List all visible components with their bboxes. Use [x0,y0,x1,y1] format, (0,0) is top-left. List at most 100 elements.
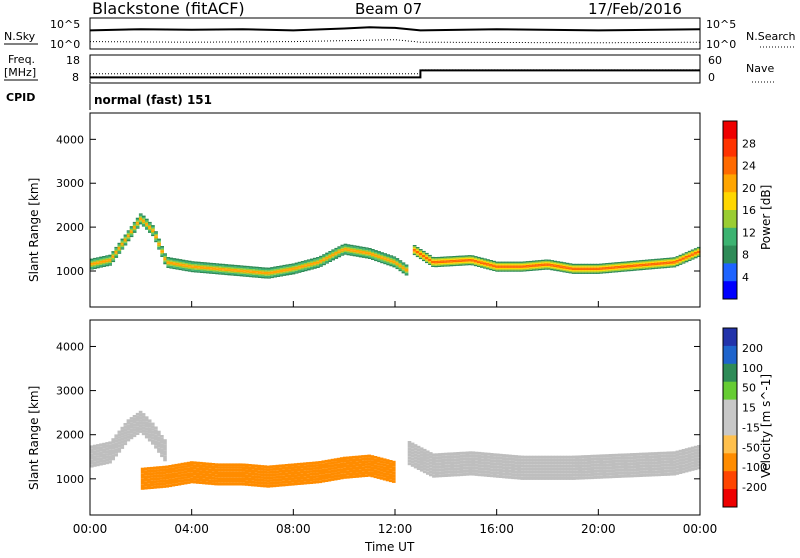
heatmap-cell-1 [495,267,499,270]
heatmap-cell-1 [477,264,481,266]
heatmap-cell-1 [574,271,579,273]
heatmap-cell-0 [264,268,268,271]
heatmap-cell-0 [270,272,274,274]
heatmap-cell-1 [318,480,323,484]
heatmap-cell-1 [183,470,188,474]
heatmap-cell-0 [141,222,146,224]
heatmap-cell-0 [233,267,238,269]
heatmap-cell-1 [367,462,372,466]
heatmap-cell-1 [370,463,375,467]
heatmap-cell-2 [480,473,485,477]
heatmap-cell-2 [529,467,534,471]
heatmap-cell-0 [218,267,222,270]
heatmap-cell-0 [230,272,235,275]
heatmap-cell-1 [461,261,466,264]
heatmap-cell-0 [154,236,158,239]
heatmap-cell-0 [270,276,274,279]
heatmap-cell-1 [379,474,384,477]
heatmap-cell-2 [541,464,546,468]
heatmap-cell-2 [678,455,683,459]
heatmap-cell-0 [147,427,152,431]
heatmap-cell-0 [120,245,125,247]
heatmap-cell-1 [602,270,606,273]
heatmap-cell-1 [455,260,460,263]
heatmap-cell-1 [309,475,313,479]
heatmap-cell-2 [541,470,546,474]
heatmap-cell-0 [352,248,357,250]
heatmap-cell-1 [260,481,264,485]
heatmap-cell-0 [141,215,146,217]
heatmap-cell-2 [636,458,640,462]
heatmap-cell-0 [132,428,137,432]
heatmap-cell-0 [132,417,137,421]
heatmap-cell-0 [120,240,125,242]
heatmap-cell-2 [441,455,445,459]
heatmap-cell-1 [177,479,182,483]
heatmap-cell-0 [105,458,109,462]
heatmap-cell-1 [183,478,188,482]
heatmap-cell-2 [526,473,531,477]
heatmap-cell-1 [159,471,163,475]
heatmap-cell-1 [281,469,286,473]
heatmap-cell-1 [385,473,390,476]
heatmap-cell-1 [651,259,655,261]
heatmap-cell-1 [455,258,460,260]
heatmap-cell-1 [321,471,326,475]
heatmap-cell-1 [183,476,188,479]
heatmap-cell-1 [183,465,188,468]
heatmap-cell-1 [211,468,215,472]
heatmap-cell-1 [220,479,225,483]
heatmap-cell-2 [410,442,415,446]
heatmap-cell-0 [151,436,155,440]
heatmap-cell-0 [227,265,232,268]
heatmap-cell-0 [358,254,363,256]
heatmap-cell-1 [266,479,271,483]
heatmap-cell-2 [499,456,503,460]
heatmap-cell-0 [383,261,387,263]
heatmap-cell-0 [349,247,354,249]
heatmap-cell-0 [172,262,177,264]
heatmap-cell-1 [483,261,487,263]
heatmap-cell-0 [151,439,155,442]
heatmap-cell-0 [90,260,94,262]
heatmap-cell-1 [672,263,677,265]
heatmap-cell-2 [410,457,415,461]
heatmap-cell-0 [279,273,284,276]
heatmap-cell-1 [232,463,237,467]
heatmap-cell-1 [583,266,588,268]
heatmap-cell-0 [230,270,235,272]
heatmap-cell-0 [267,275,271,278]
heatmap-cell-0 [245,275,250,277]
heatmap-cell-1 [477,256,481,259]
noise-line-0 [89,26,701,32]
heatmap-cell-0 [355,255,360,257]
heatmap-cell-0 [242,272,247,274]
heatmap-cell-2 [486,467,491,471]
heatmap-cell-2 [648,458,652,462]
heatmap-cell-1 [602,264,606,266]
heatmap-cell-1 [333,463,338,467]
heatmap-cell-1 [605,263,609,265]
heatmap-cell-0 [123,436,128,440]
colorbar-frame [722,327,738,508]
heatmap-cell-1 [532,269,536,271]
heatmap-cell-0 [364,248,369,251]
heatmap-cell-2 [645,461,649,465]
heatmap-cell-0 [196,261,201,264]
heatmap-cell-1 [339,468,344,472]
heatmap-cell-0 [99,266,103,268]
heatmap-cell-1 [346,462,350,465]
heatmap-cell-0 [212,272,216,274]
heatmap-cell-1 [440,257,444,260]
heatmap-cell-0 [358,256,363,258]
heatmap-cell-1 [452,262,457,264]
heatmap-cell-0 [144,416,149,420]
heatmap-cell-1 [266,465,271,469]
heatmap-cell-0 [157,246,161,249]
heatmap-cell-1 [244,477,249,481]
heatmap-cell-0 [374,254,378,256]
heatmap-cell-0 [160,246,164,248]
x-tick-label-3: 12:00 [378,522,413,536]
heatmap-cell-1 [669,263,674,266]
heatmap-cell-1 [467,256,472,258]
